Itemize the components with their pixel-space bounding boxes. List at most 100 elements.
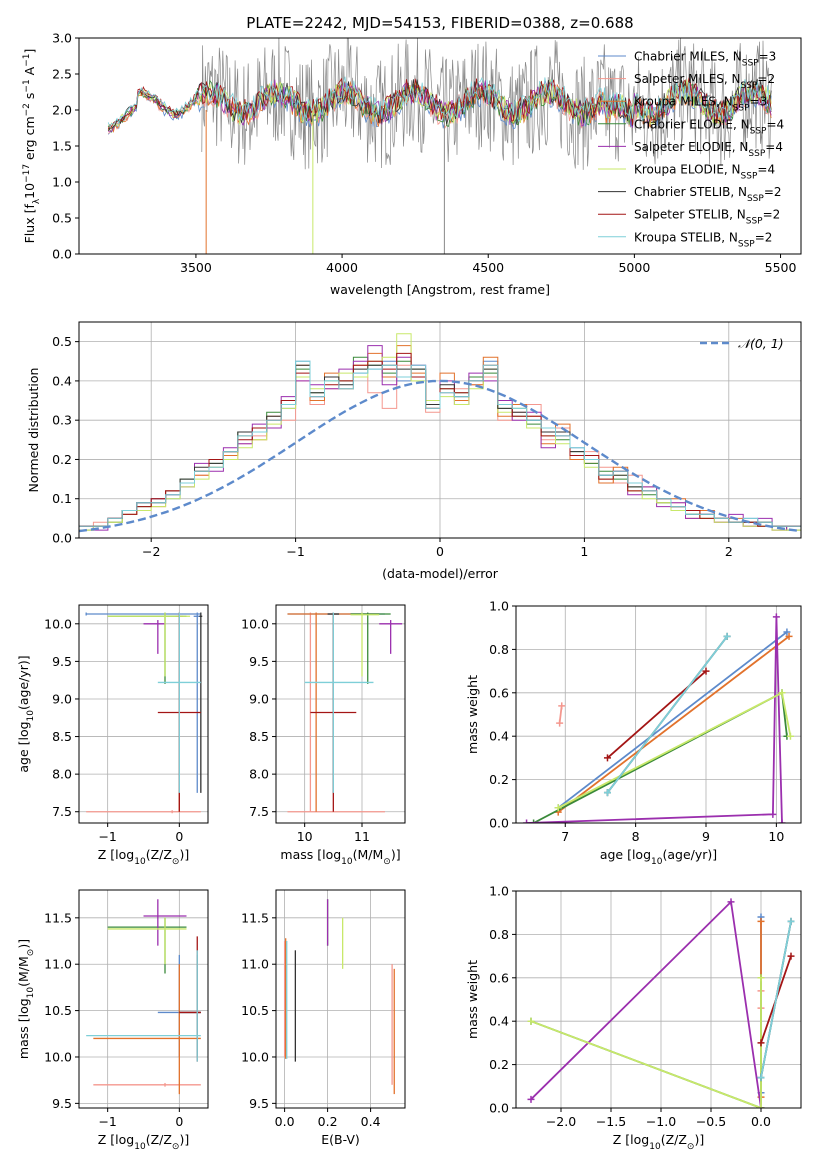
x-tick-label: −2.0	[546, 1114, 576, 1129]
y-tick-label: 0.8	[489, 642, 509, 657]
y-axis-label-part: 10	[26, 710, 36, 722]
x-tick-label: −1.0	[646, 1114, 676, 1129]
x-tick-label: 9	[702, 829, 710, 844]
legend-entry-part: Salpeter STELIB, N	[634, 208, 746, 222]
x-axis-label: mass [log10(M/M⊙)]	[280, 847, 400, 867]
y-tick-label: 8.5	[249, 729, 269, 744]
y-tick-label: 9.5	[249, 1096, 269, 1111]
y-tick-label: 9.0	[52, 691, 72, 706]
y-axis-label-part: (M/M	[16, 956, 31, 987]
x-tick-label: 5000	[618, 260, 650, 275]
x-axis-label-part: Z [log	[98, 1132, 134, 1147]
legend-entry: Salpeter MILES, NSSP=2	[634, 72, 775, 91]
weight-point-marker	[556, 719, 564, 727]
weight-point-marker	[558, 702, 566, 710]
x-tick-label: −2	[142, 544, 160, 559]
weight-lines	[523, 613, 794, 823]
weight-series-line	[530, 977, 762, 1108]
weight-point-marker	[778, 689, 786, 697]
weight-point-marker	[523, 819, 531, 823]
legend-entry-part: SSP	[746, 217, 763, 227]
legend-entry-part: SSP	[738, 239, 755, 249]
chart-title: PLATE=2242, MJD=54153, FIBERID=0388, z=0…	[246, 14, 633, 32]
x-axis-label-part: ⊙	[172, 1142, 180, 1152]
y-axis-label-part: (age/yr)]	[16, 655, 31, 710]
weight-point-marker	[757, 917, 765, 925]
weight-series-line	[760, 921, 792, 1078]
y-axis-label-part: erg cm	[22, 116, 37, 164]
weight-series-line	[530, 900, 762, 1108]
weight-series-line	[557, 631, 788, 809]
x-tick-label: 0.0	[751, 1114, 771, 1129]
legend-entry-part: =2	[763, 208, 781, 222]
x-axis-label-part: (M/M	[353, 847, 384, 862]
x-tick-label: 0.4	[361, 1114, 381, 1129]
y-tick-label: 0.8	[489, 927, 509, 942]
x-axis-label-part: (age/yr)]	[662, 847, 717, 862]
y-tick-label: 1.0	[52, 175, 72, 190]
y-tick-label: 10.5	[44, 1003, 72, 1018]
weight-point-marker	[527, 1095, 535, 1103]
legend-entry-part: =4	[757, 163, 775, 177]
y-axis-label-part: −17	[22, 164, 32, 183]
legend-entry-part: Chabrier ELODIE, N	[634, 117, 750, 131]
x-axis-label-part: )]	[694, 1132, 704, 1147]
weight-lines	[527, 898, 795, 1108]
y-axis-label: mass weight	[465, 960, 480, 1039]
legend-entry-part: Kroupa ELODIE, N	[634, 163, 741, 177]
legend-entry-part: SSP	[741, 81, 758, 91]
x-axis-label-part: ⊙	[383, 857, 391, 867]
x-axis-label: E(B-V)	[321, 1132, 360, 1147]
legend-entry-part: =4	[766, 117, 784, 131]
y-tick-label: 1.0	[489, 884, 509, 899]
weight-point-marker	[757, 1039, 765, 1047]
weight-point-marker	[769, 810, 777, 818]
weight-point-marker	[530, 819, 538, 823]
y-tick-label: 10.0	[241, 1049, 269, 1064]
x-axis-label-part: 10	[134, 1142, 146, 1152]
weight-point-marker	[772, 613, 780, 621]
y-tick-label: 0.5	[52, 211, 72, 226]
legend-entry: Kroupa ELODIE, NSSP=4	[634, 163, 775, 182]
y-tick-label: 0.2	[52, 452, 72, 467]
legend-entry: Chabrier ELODIE, NSSP=4	[634, 117, 784, 136]
x-axis-label-part: )]	[391, 847, 401, 862]
y-tick-label: 2.5	[52, 67, 72, 82]
weight-vs-z-chart: −2.0 −1.5 −1.0 −0.5 0.0 0.0 0.2 0.4 0.6 0.8 1.0 Z […	[465, 884, 802, 1152]
x-axis-label-part: Z [log	[613, 1132, 649, 1147]
weight-series-line	[557, 691, 792, 809]
legend-entry-part: Chabrier MILES, N	[634, 50, 742, 64]
x-axis-label-part: (Z/Z	[146, 847, 172, 862]
x-tick-label: 10	[768, 829, 784, 844]
legend-entry-part: Chabrier STELIB, N	[634, 185, 747, 199]
y-tick-label: 9.5	[249, 654, 269, 669]
y-axis-label-part: Flux [f	[22, 204, 37, 244]
x-axis-label: age [log10(age/yr)]	[600, 847, 717, 867]
y-axis-label: age [log10(age/yr)]	[16, 655, 36, 772]
y-tick-label: 7.5	[52, 804, 72, 819]
weight-point-marker	[757, 1074, 765, 1082]
weight-point-marker	[554, 804, 562, 812]
x-axis-label-part: 10	[651, 857, 663, 867]
y-tick-label: 0.3	[52, 413, 72, 428]
y-tick-label: 9.5	[52, 1096, 72, 1111]
residual-chart: −2 −1 0 1 2 0.0 0.1 0.2 0.3 0.4 0.5 (data-model)/er…	[26, 321, 802, 581]
y-axis-label-part: A	[22, 66, 37, 79]
x-tick-label: 0	[436, 544, 444, 559]
x-axis-label-part: )]	[179, 1132, 189, 1147]
weight-point-marker	[757, 974, 765, 982]
mass-vs-z-chart: −1 09.510.010.511.011.5Z [log10(Z/Z⊙)]mas…	[16, 889, 209, 1152]
x-axis-label-part: (Z/Z	[146, 1132, 172, 1147]
y-tick-label: 10.5	[241, 1003, 269, 1018]
y-tick-label: 0.2	[489, 1057, 509, 1072]
x-tick-label: 3500	[180, 260, 212, 275]
axes-frame	[275, 604, 406, 824]
weight-point-marker	[783, 628, 791, 636]
weight-point-marker	[527, 1017, 535, 1025]
legend-entry-part: Kroupa STELIB, N	[634, 230, 738, 244]
legend-entry-part: Salpeter MILES, N	[634, 72, 741, 86]
y-axis-label-part: −1	[22, 54, 32, 67]
y-tick-label: 0.6	[489, 970, 509, 985]
